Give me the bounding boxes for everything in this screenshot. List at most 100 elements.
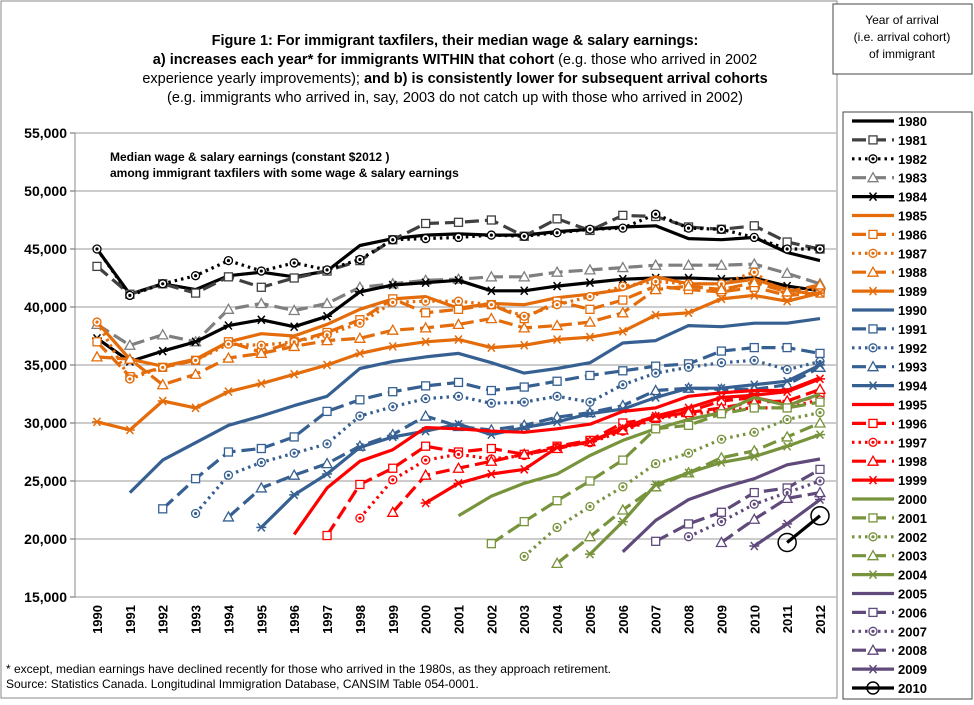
x-tick-label: 1992	[156, 605, 171, 634]
marker-dot	[391, 405, 395, 409]
legend-marker	[866, 360, 880, 372]
data-point	[650, 310, 661, 320]
legend-label: 1984	[898, 190, 928, 205]
data-point	[583, 263, 597, 275]
marker-dot	[489, 233, 493, 237]
marker-dot	[95, 320, 99, 324]
data-point	[749, 267, 759, 277]
x-tick-label: 2002	[484, 605, 499, 634]
data-point	[322, 530, 332, 541]
chart-title: (e.g. immigrants who arrived in, say, 20…	[167, 90, 743, 106]
x-tick-label: 1997	[320, 605, 335, 634]
data-point	[387, 280, 398, 290]
data-point	[486, 343, 497, 353]
y-tick-label: 30,000	[24, 415, 67, 431]
data-point	[584, 437, 595, 447]
data-point	[683, 448, 694, 458]
data-point	[584, 409, 595, 419]
data-point	[552, 391, 562, 401]
data-point	[256, 266, 266, 276]
data-point	[123, 352, 136, 364]
data-point	[749, 499, 759, 509]
data-point	[223, 470, 234, 480]
data-point	[452, 461, 465, 473]
legend-label: 1983	[898, 171, 927, 186]
data-point	[158, 362, 168, 372]
data-point	[355, 411, 365, 421]
data-point	[519, 423, 530, 433]
legend-label: 1986	[898, 227, 927, 242]
x-tick-label: 2003	[517, 605, 532, 634]
marker-dot	[785, 368, 789, 372]
y-tick-label: 40,000	[24, 299, 67, 315]
data-point	[289, 322, 300, 332]
data-point	[453, 275, 464, 285]
title-segment: a) increases each year* for immigrants W…	[153, 52, 554, 68]
legend-label: 1999	[898, 473, 927, 488]
data-point	[519, 286, 530, 296]
data-point	[683, 468, 694, 478]
x-tick-label: 2006	[616, 605, 631, 634]
legend-label: 2008	[898, 643, 927, 658]
data-point	[749, 342, 759, 353]
series-line	[720, 491, 821, 544]
data-point	[419, 321, 432, 333]
data-point	[190, 337, 201, 347]
annotation: among immigrant taxfilers with some wage…	[110, 166, 459, 180]
marker-dot	[555, 231, 559, 235]
marker-dot	[424, 299, 428, 303]
data-point	[256, 443, 266, 454]
marker-dot	[654, 279, 658, 284]
data-point	[420, 308, 431, 318]
data-point	[322, 311, 333, 321]
data-point	[649, 384, 662, 396]
marker-dot	[686, 365, 691, 369]
data-point	[125, 374, 135, 384]
data-point	[256, 340, 266, 350]
data-point	[354, 348, 365, 358]
data-point	[387, 341, 398, 351]
data-point	[616, 503, 629, 515]
data-point	[585, 397, 595, 407]
legend-label: 2002	[898, 530, 927, 545]
data-point	[781, 430, 794, 442]
data-point	[716, 507, 727, 517]
legend-title: (i.e. arrival cohort)	[854, 30, 951, 44]
data-point	[420, 393, 431, 404]
x-tick-label: 2012	[813, 605, 828, 634]
data-point	[716, 392, 727, 402]
series-line	[128, 317, 821, 494]
legend-marker	[866, 549, 880, 561]
data-point	[322, 469, 333, 479]
y-tick-label: 25,000	[24, 473, 67, 489]
data-point	[815, 348, 825, 359]
data-point	[388, 463, 398, 473]
data-point	[322, 265, 332, 275]
data-point	[420, 455, 431, 465]
data-point	[583, 530, 597, 542]
legend-marker	[868, 229, 878, 240]
data-point	[651, 458, 661, 469]
data-point	[486, 538, 497, 549]
data-point	[617, 274, 628, 284]
data-point	[748, 276, 761, 288]
data-point	[255, 347, 268, 359]
x-tick-label: 1996	[287, 605, 302, 634]
data-point	[716, 516, 727, 527]
legend-label: 2007	[898, 624, 927, 639]
data-point	[453, 296, 464, 306]
marker-dot	[325, 442, 329, 446]
data-point	[453, 391, 464, 401]
legend-label: 2003	[898, 549, 927, 564]
data-point	[223, 255, 234, 266]
data-point	[353, 331, 367, 343]
legend-marker	[868, 154, 878, 164]
data-point	[650, 392, 661, 402]
marker-dot	[522, 314, 526, 318]
data-point	[420, 218, 431, 229]
data-point	[388, 235, 398, 245]
legend-marker	[866, 265, 880, 277]
data-point	[518, 447, 531, 459]
data-point	[782, 519, 793, 529]
legend-label: 1988	[898, 265, 927, 280]
